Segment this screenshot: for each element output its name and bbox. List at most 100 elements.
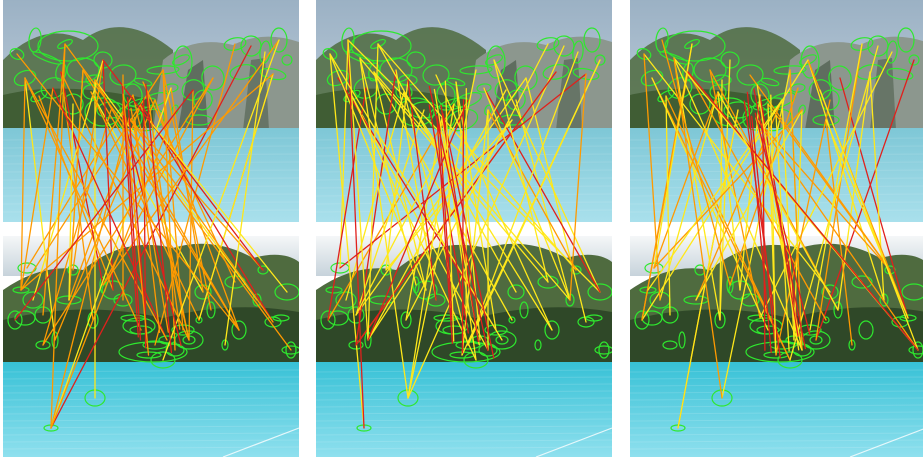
match-line — [793, 109, 803, 341]
bottom-wave — [630, 439, 923, 443]
keypoint-ellipse — [912, 341, 923, 359]
match-line — [756, 84, 800, 351]
keypoint-ellipse — [693, 57, 727, 83]
keypoint-ellipse — [136, 351, 162, 359]
bottom-sea — [630, 362, 923, 457]
top-wave — [316, 201, 612, 205]
bottom-wave — [316, 432, 612, 436]
keypoint-ellipse — [850, 37, 874, 51]
keypoint-ellipse — [886, 67, 914, 81]
image-panel-middle — [316, 0, 612, 457]
keypoint-ellipse — [14, 310, 36, 326]
image-panel-right — [630, 0, 923, 457]
keypoint-ellipse — [87, 311, 99, 329]
match-line — [428, 104, 469, 334]
match-line — [653, 43, 693, 269]
match-line — [455, 81, 497, 331]
top-cliff-shadow — [870, 58, 896, 130]
keypoint-ellipse — [534, 339, 542, 351]
match-line — [102, 59, 114, 291]
bottom-wave — [630, 383, 923, 387]
keypoint-ellipse — [636, 48, 652, 60]
match-line — [68, 103, 74, 301]
keypoint-ellipse — [322, 48, 338, 60]
match-figure-svg — [3, 0, 299, 457]
match-line — [403, 91, 553, 331]
match-line — [42, 109, 112, 346]
keypoint-ellipse — [172, 54, 190, 66]
keypoint-ellipse — [587, 283, 612, 301]
keypoint-ellipse — [484, 104, 492, 116]
keypoint-ellipse — [484, 324, 508, 336]
keypoint-ellipse — [858, 320, 874, 340]
match-line — [355, 77, 527, 316]
match-line — [90, 91, 204, 293]
match-line — [825, 119, 853, 346]
keypoint-ellipse — [745, 341, 815, 363]
keypoint-ellipse — [412, 276, 420, 294]
match-lines — [641, 39, 919, 429]
match-line — [825, 119, 909, 319]
bottom-wave — [630, 376, 923, 380]
match-line — [653, 91, 719, 269]
keypoint-ellipse — [506, 89, 526, 111]
image-panel-left — [3, 0, 299, 457]
match-line — [42, 77, 214, 346]
match-line — [68, 69, 84, 301]
match-line — [467, 51, 579, 346]
keypoint-ellipse — [536, 37, 560, 51]
keypoint-ellipse — [664, 30, 726, 62]
match-line — [102, 59, 264, 271]
keypoint-ellipse — [326, 69, 350, 87]
match-line — [405, 117, 443, 321]
match-line — [687, 71, 919, 351]
keypoint-ellipse — [320, 310, 336, 330]
keypoint-ellipse — [542, 64, 570, 80]
match-line — [355, 69, 397, 346]
keypoint-ellipse — [142, 340, 168, 350]
bottom-wave — [630, 432, 923, 436]
match-line — [673, 57, 803, 351]
match-line — [665, 95, 671, 316]
keypoint-ellipse — [201, 65, 225, 91]
keypoint-ellipse — [901, 283, 923, 301]
bottom-wave — [630, 425, 923, 429]
match-line — [329, 53, 427, 291]
bottom-wave — [630, 411, 923, 415]
match-line — [133, 116, 161, 334]
top-wave — [316, 185, 612, 189]
keypoint-ellipse — [537, 275, 559, 289]
match-line — [819, 89, 919, 351]
keypoint-ellipse — [544, 320, 560, 340]
match-line — [461, 98, 465, 354]
bottom-wave — [3, 411, 299, 415]
match-line — [130, 107, 169, 333]
keypoint-ellipse — [851, 275, 873, 289]
match-line — [525, 77, 587, 323]
top-wave — [3, 209, 299, 213]
match-line — [807, 59, 885, 301]
match-line — [122, 115, 182, 347]
top-wave — [316, 145, 612, 149]
match-line — [467, 59, 601, 346]
match-line — [50, 117, 130, 429]
keypoint-ellipse — [35, 340, 51, 350]
keypoint-ellipse — [240, 35, 262, 57]
keypoint-ellipse — [833, 301, 843, 319]
keypoint-ellipse — [886, 40, 898, 64]
keypoint-ellipse — [723, 101, 753, 119]
keypoint-ellipse — [736, 64, 764, 86]
match-line — [746, 91, 772, 354]
match-line — [487, 109, 577, 271]
match-line — [345, 91, 405, 301]
match-line — [673, 57, 723, 399]
bottom-wave — [3, 369, 299, 373]
keypoint-ellipse — [678, 331, 686, 349]
keypoint-ellipse — [459, 65, 493, 75]
bottom-wave — [316, 425, 612, 429]
match-line — [405, 43, 549, 321]
match-line — [143, 97, 147, 349]
match-line — [770, 94, 777, 352]
bottom-wave — [316, 404, 612, 408]
match-line — [755, 117, 919, 351]
